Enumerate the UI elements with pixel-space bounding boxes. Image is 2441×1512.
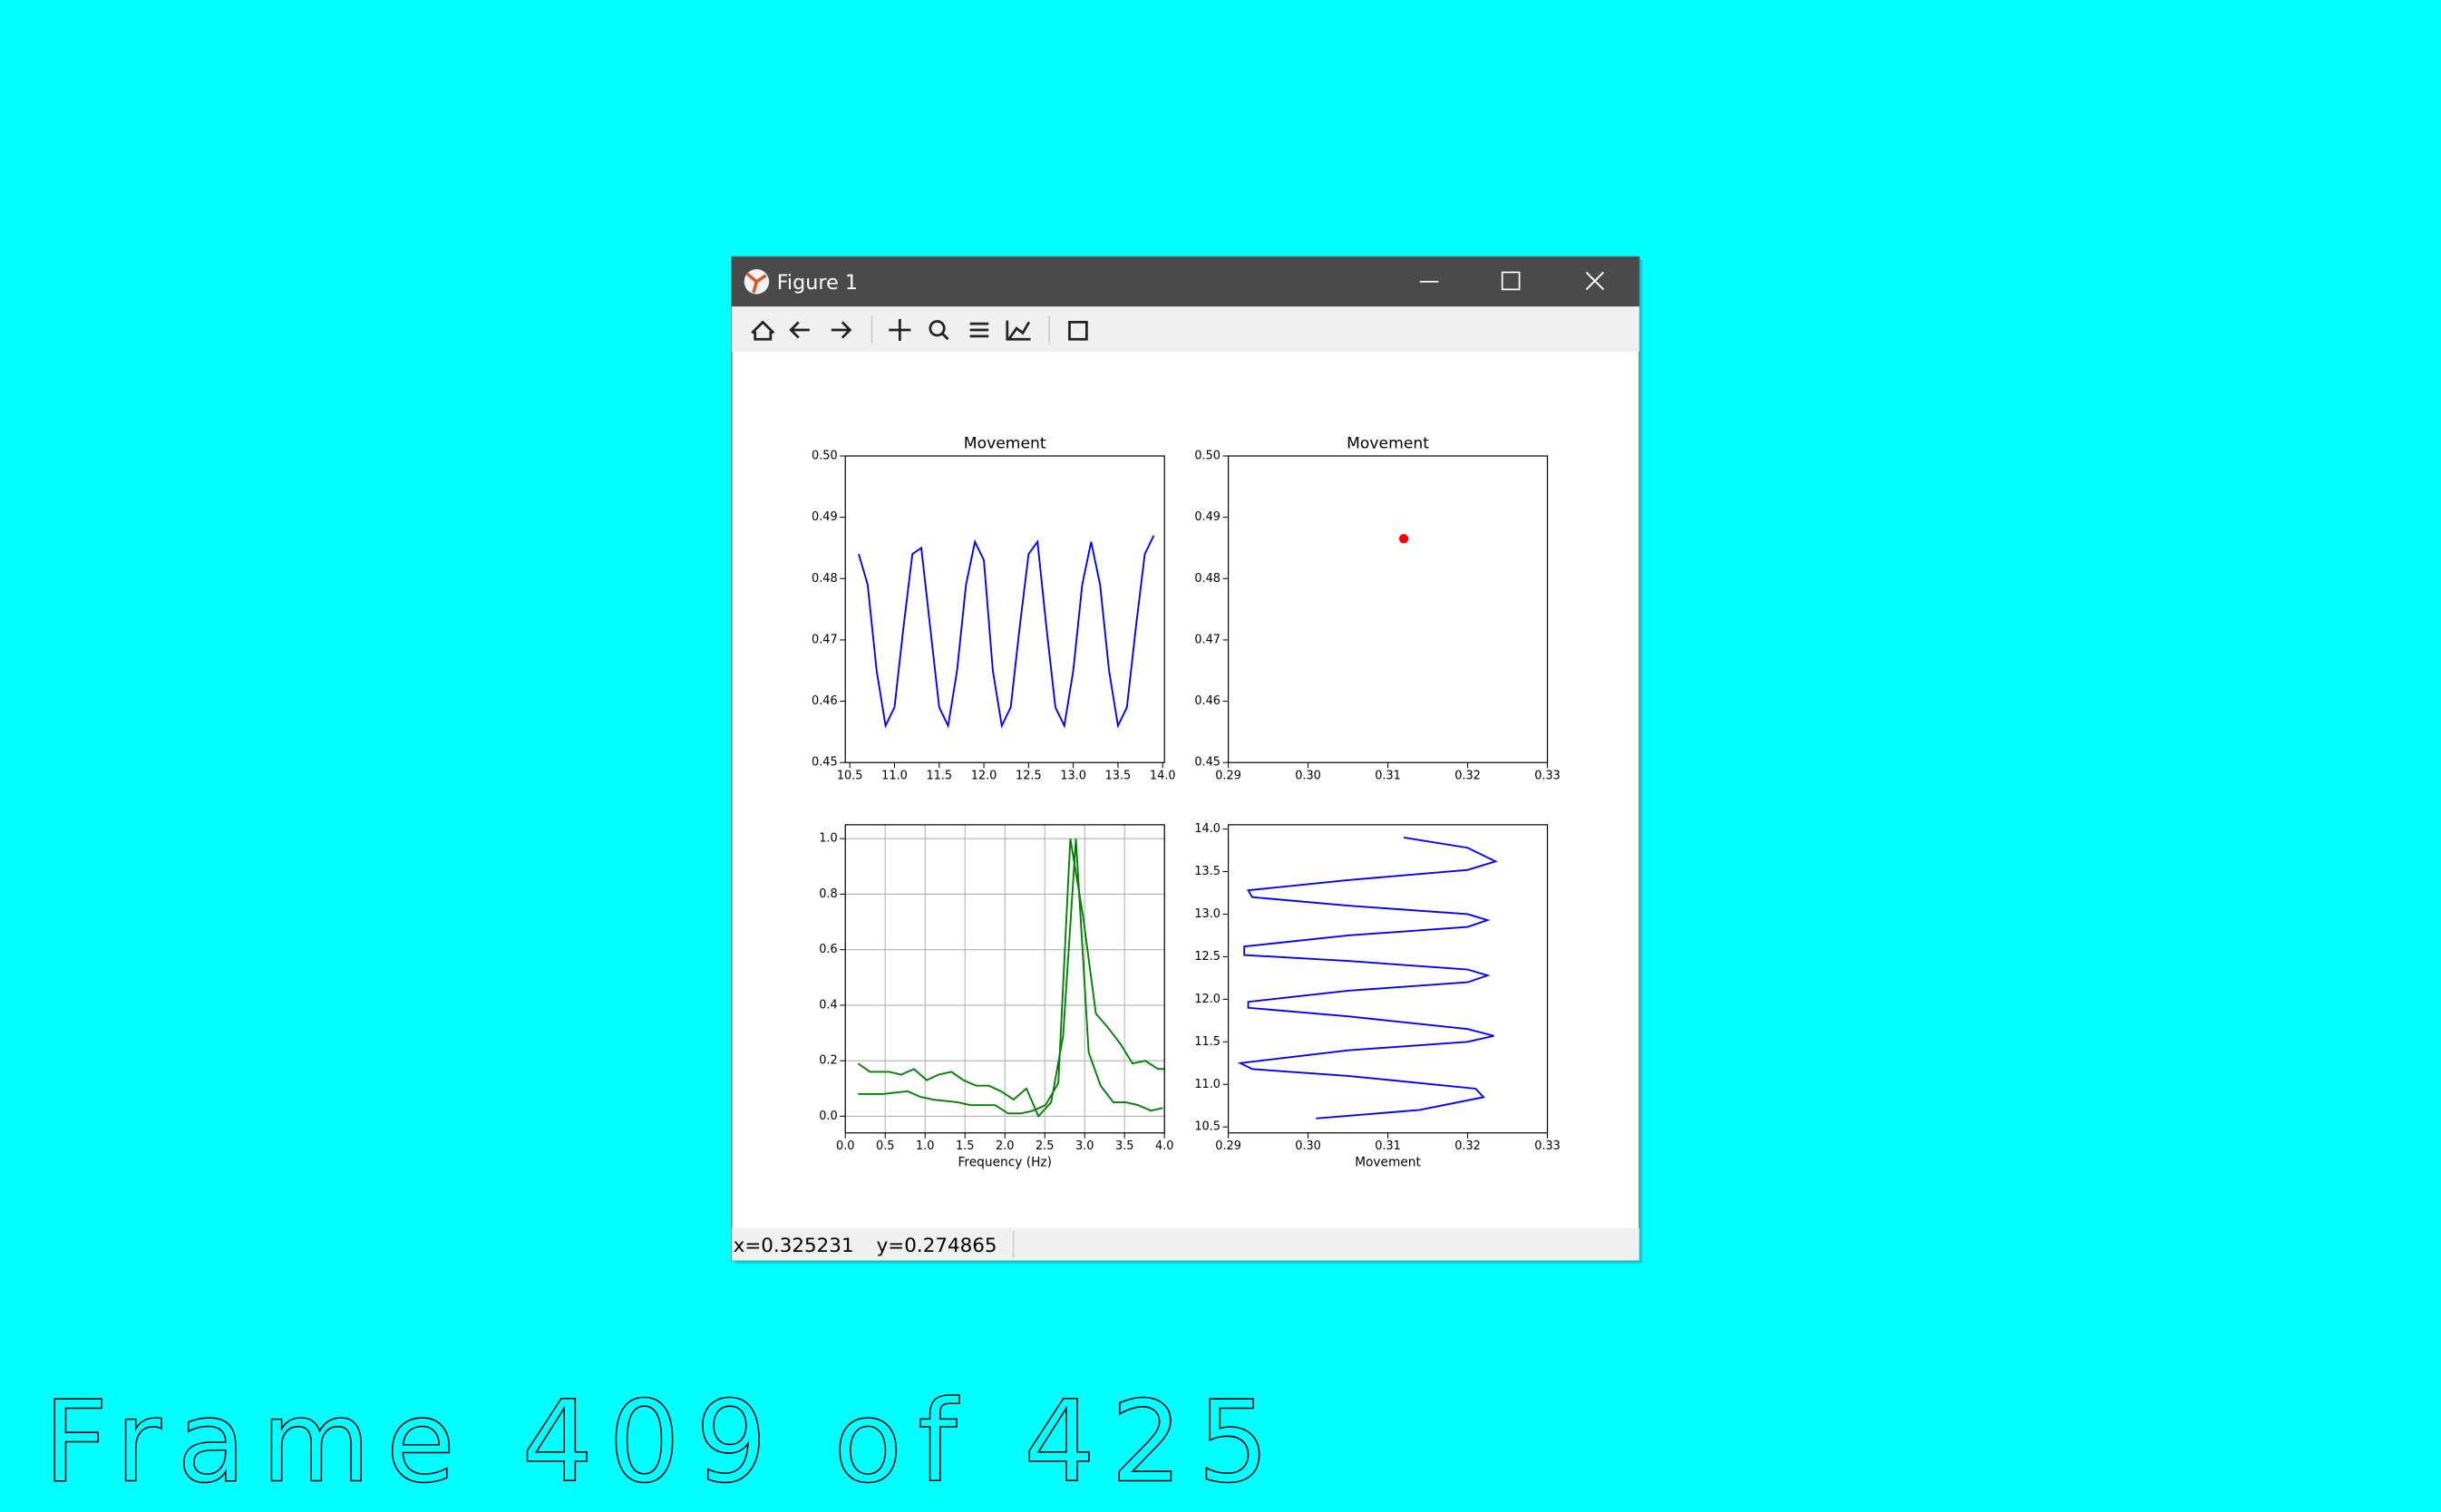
configure-button[interactable]: [969, 322, 989, 338]
y-tick-label: 11.5: [1194, 1035, 1220, 1049]
x-tick-label: 0.31: [1375, 769, 1401, 782]
y-tick-label: 13.5: [1194, 865, 1220, 878]
data-line: [858, 535, 1155, 729]
y-tick-label: 0.45: [1194, 756, 1220, 770]
y-tick-label: 0.50: [1194, 450, 1220, 463]
y-tick-label: 0.47: [1194, 633, 1220, 646]
y-tick-label: 0.49: [1194, 510, 1220, 524]
y-tick-label: 0.8: [819, 887, 837, 901]
y-tick-label: 11.0: [1194, 1078, 1220, 1091]
y-tick-label: 0.45: [812, 756, 838, 770]
app-icon-mark: [746, 272, 767, 294]
x-tick-label: 0.5: [876, 1139, 894, 1153]
home-button[interactable]: [751, 320, 775, 341]
y-tick-label: 0.46: [812, 694, 838, 708]
x-tick-label: 0.31: [1375, 1139, 1401, 1153]
zoom-handle: [940, 332, 949, 341]
close-button[interactable]: [1585, 271, 1605, 291]
y-tick-label: 0.6: [819, 943, 837, 956]
x-tick-label: 14.0: [1150, 769, 1176, 782]
status-x: x=0.325231: [734, 1235, 854, 1257]
y-tick-label: 12.0: [1194, 993, 1220, 1006]
y-tick-label: 14.0: [1194, 822, 1220, 836]
x-tick-label: 11.0: [881, 769, 908, 782]
x-tick-label: 0.29: [1215, 1139, 1241, 1153]
y-tick-label: 0.48: [1194, 572, 1220, 586]
status-bar: [731, 1227, 1639, 1261]
chart-title: Movement: [1347, 434, 1429, 452]
zoom-button[interactable]: [929, 320, 946, 337]
x-tick-label: 3.0: [1075, 1139, 1094, 1153]
x-tick-label: 11.5: [926, 769, 952, 782]
axes-frame: [844, 824, 1165, 1134]
y-tick-label: 0.0: [819, 1110, 837, 1123]
x-tick-label: 0.33: [1534, 769, 1561, 782]
status-y: y=0.274865: [877, 1235, 997, 1257]
title-bar: [731, 257, 1639, 307]
y-tick-label: 0.46: [1194, 694, 1220, 708]
axes-frame: [1227, 824, 1549, 1134]
plot-area: [1228, 824, 1548, 1133]
plot-area: [845, 456, 1165, 763]
figure: 10.5 11.0 11.5 12.0 12.5 13.0 13.5 14.0 0.45 0.46…: [812, 434, 1561, 1169]
edit-axes-button[interactable]: [1006, 320, 1031, 341]
axes-frame: [844, 455, 1165, 763]
x-tick-label: 0.0: [836, 1139, 854, 1153]
x-tick-label: 1.0: [916, 1139, 934, 1153]
x-tick-label: 2.5: [1036, 1139, 1054, 1153]
chart-title: Movement: [964, 434, 1046, 452]
toolbar: [731, 306, 1639, 352]
x-tick-label: 12.0: [971, 769, 997, 782]
x-axis-label: Movement: [1355, 1155, 1421, 1169]
y-tick-label: 0.4: [819, 998, 837, 1012]
y-tick-label: 0.50: [812, 450, 838, 463]
data-line: [1237, 837, 1498, 1119]
y-tick-label: 0.48: [812, 572, 838, 586]
y-tick-label: 12.5: [1194, 950, 1220, 964]
y-tick-label: 0.2: [819, 1054, 837, 1068]
x-tick-label: 12.5: [1016, 769, 1042, 782]
data-line: [857, 838, 1163, 1119]
save-button[interactable]: [1068, 320, 1088, 341]
x-tick-label: 2.0: [996, 1139, 1014, 1153]
y-tick-label: 0.47: [812, 633, 838, 646]
pan-button[interactable]: [889, 318, 911, 341]
data-point: [1398, 534, 1409, 544]
x-tick-label: 13.5: [1105, 769, 1132, 782]
x-tick-label: 0.32: [1454, 769, 1481, 782]
plot-area: [1228, 456, 1548, 763]
forward-button[interactable]: [831, 321, 852, 339]
x-tick-label: 0.32: [1454, 1139, 1481, 1153]
x-axis-label: Frequency (Hz): [958, 1155, 1052, 1169]
y-tick-label: 10.5: [1194, 1120, 1220, 1134]
x-tick-label: 10.5: [837, 769, 863, 782]
y-tick-label: 13.0: [1194, 907, 1220, 921]
x-tick-label: 0.30: [1295, 769, 1321, 782]
data-line: [858, 838, 1165, 1115]
axes-frame: [1227, 455, 1549, 763]
back-button[interactable]: [789, 321, 810, 339]
x-tick-label: 3.5: [1115, 1139, 1133, 1153]
y-tick-label: 1.0: [819, 832, 837, 846]
x-tick-label: 13.0: [1060, 769, 1086, 782]
frame-counter: Frame 409 of 425: [44, 1378, 1285, 1508]
y-tick-label: 0.49: [812, 510, 838, 524]
x-tick-label: 1.5: [956, 1139, 974, 1153]
maximize-button[interactable]: [1501, 271, 1521, 291]
window-title: Figure 1: [777, 271, 858, 295]
x-tick-label: 0.29: [1215, 769, 1241, 782]
x-tick-label: 0.33: [1534, 1139, 1561, 1153]
x-tick-label: 0.30: [1295, 1139, 1321, 1153]
x-tick-label: 4.0: [1155, 1139, 1173, 1153]
